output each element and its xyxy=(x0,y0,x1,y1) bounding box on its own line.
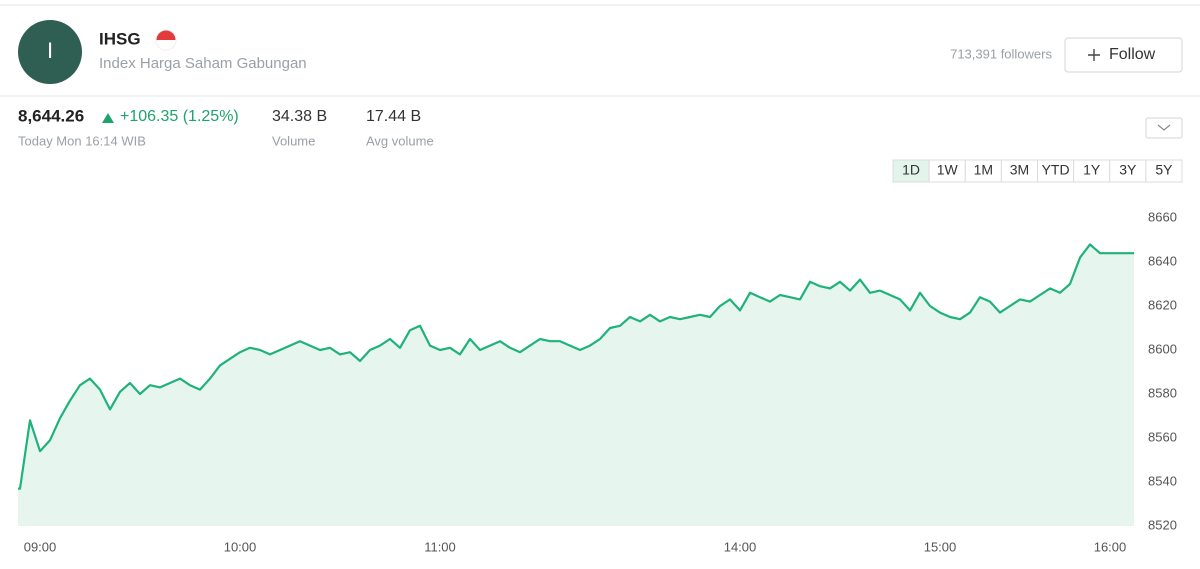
dropdown[interactable] xyxy=(1145,117,1183,139)
followers: 713,391 followers xyxy=(950,46,1052,61)
x-tick-label: 14:00 xyxy=(724,539,757,554)
area xyxy=(18,244,1134,526)
range-label[interactable]: 1M xyxy=(974,162,993,178)
y-tick-label: 8540 xyxy=(1148,473,1177,488)
y-tick-label: 8600 xyxy=(1148,341,1177,356)
y-tick-label: 8520 xyxy=(1148,517,1177,532)
range-label[interactable]: 3Y xyxy=(1119,162,1137,178)
y-tick-label: 8660 xyxy=(1148,209,1177,224)
range-label[interactable]: 1W xyxy=(937,162,959,178)
range-label[interactable]: 3M xyxy=(1010,162,1029,178)
y-tick-label: 8640 xyxy=(1148,253,1177,268)
x-tick-label: 10:00 xyxy=(224,539,257,554)
avatar xyxy=(18,20,82,84)
flag xyxy=(155,29,177,51)
price-line xyxy=(18,243,1134,490)
y-tick-label: 8580 xyxy=(1148,385,1177,400)
volume: 34.38 B xyxy=(272,108,327,125)
x-tick-label: 16:00 xyxy=(1094,539,1127,554)
x-tick-label: 11:00 xyxy=(424,539,456,554)
y-tick-label: 8560 xyxy=(1148,429,1177,444)
plus-icon xyxy=(1088,49,1100,61)
up-arrow xyxy=(102,113,114,123)
range-label[interactable]: YTD xyxy=(1042,162,1070,178)
symbol: IHSG xyxy=(99,29,141,48)
chart: 8520 8540 8560 8580 8600 8620 8640 8660 09:00 10:… xyxy=(18,209,1177,554)
range-selector: 1D 1W 1M 3M YTD 1Y 3Y 5Y xyxy=(892,159,1183,183)
x-tick-label: 09:00 xyxy=(24,539,57,554)
x-tick-label: 15:00 xyxy=(924,539,957,554)
avg-volume-label: Avg volume xyxy=(366,133,434,148)
price: 8,644.26 xyxy=(18,106,84,125)
follow-button[interactable]: Follow xyxy=(1064,37,1183,73)
index-name: Index Harga Saham Gabungan xyxy=(99,55,307,72)
y-tick-label: 8620 xyxy=(1148,297,1177,312)
avatar-letter: I xyxy=(47,38,53,63)
volume-label: Volume xyxy=(272,133,315,148)
time: Today Mon 16:14 WIB xyxy=(18,133,146,148)
follow-label[interactable]: Follow xyxy=(1109,46,1156,63)
range-label[interactable]: 5Y xyxy=(1155,162,1173,178)
range-button[interactable] xyxy=(1145,159,1183,183)
range-label[interactable]: 1D xyxy=(902,162,920,178)
change: +106.35 (1.25%) xyxy=(120,108,239,125)
range-label[interactable]: 1Y xyxy=(1083,162,1101,178)
avg-volume: 17.44 B xyxy=(366,108,421,125)
